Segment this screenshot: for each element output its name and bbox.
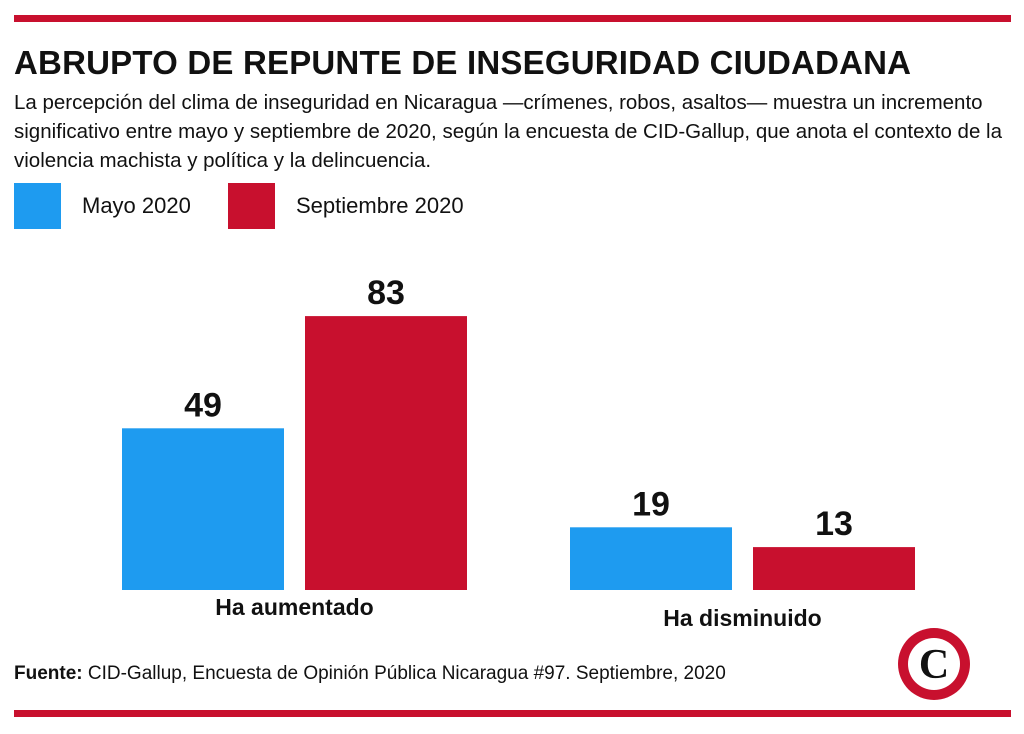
chart-subtitle: La percepción del clima de inseguridad e… [14,91,1003,172]
value-label-septiembre-aumentado: 83 [367,274,405,312]
bar-chart: 49 19 83 13 Ha aumentado Ha disminuido [122,274,915,631]
category-label-aumentado: Ha aumentado [215,594,373,620]
top-rule [14,15,1011,22]
bar-mayo-disminuido [570,527,732,590]
bottom-rule [14,710,1011,717]
legend-swatch-mayo [14,183,61,229]
legend-label-septiembre: Septiembre 2020 [296,193,464,218]
bar-septiembre-aumentado [305,316,467,590]
legend-swatch-septiembre [228,183,275,229]
bar-mayo-aumentado [122,428,284,590]
value-label-septiembre-disminuido: 13 [815,505,853,543]
legend-item-mayo: Mayo 2020 [14,183,191,229]
publisher-logo: C [898,628,970,700]
value-label-mayo-aumentado: 49 [184,386,222,424]
bar-septiembre-disminuido [753,547,915,590]
chart-title: ABRUPTO DE REPUNTE DE INSEGURIDAD CIUDAD… [14,44,912,81]
legend-item-septiembre: Septiembre 2020 [228,183,464,229]
logo-letter: C [919,642,949,688]
source-text: CID-Gallup, Encuesta de Opinión Pública … [82,663,726,684]
category-label-disminuido: Ha disminuido [663,605,821,631]
logo-inner [908,638,960,690]
source-note: Fuente: CID-Gallup, Encuesta de Opinión … [14,663,726,685]
source-label: Fuente: [14,663,83,684]
legend-label-mayo: Mayo 2020 [82,193,191,218]
value-label-mayo-disminuido: 19 [632,485,670,523]
